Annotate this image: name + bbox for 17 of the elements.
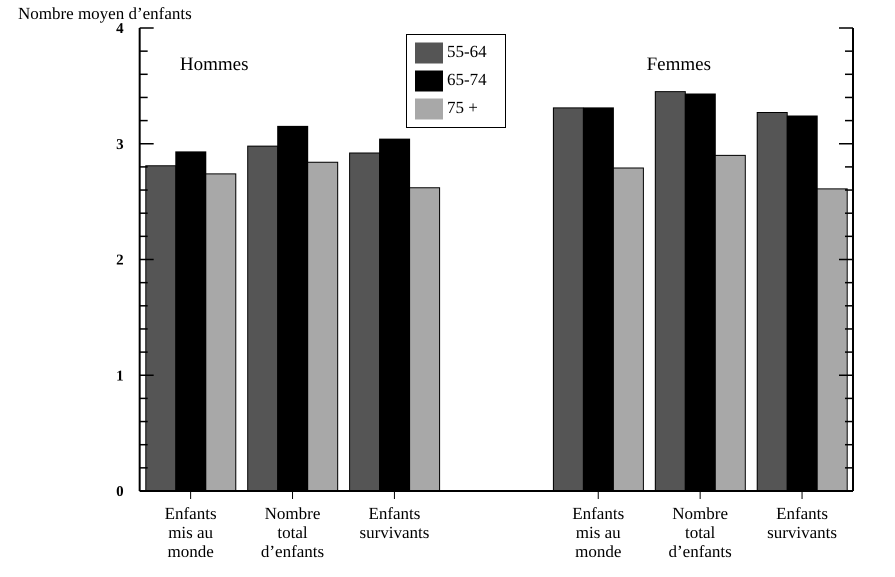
x-tick-label: Nombre total d’enfants: [260, 504, 324, 561]
y-axis-title: Nombre moyen d’enfants: [18, 4, 192, 23]
legend-label: 65-74: [447, 70, 487, 89]
annotation: Femmes: [646, 54, 712, 76]
y-tick-label: 0: [116, 484, 124, 500]
y-tick-label: 2: [116, 252, 124, 268]
x-tick-label: Enfants survivants: [359, 504, 430, 542]
legend-label: 75 +: [447, 98, 478, 117]
annotation: Hommes: [178, 54, 250, 76]
legend-label: 55-64: [447, 42, 487, 61]
x-tick-label: Enfants mis au monde: [572, 504, 624, 561]
x-tick-label: Enfants mis au monde: [164, 504, 217, 561]
x-tick-label: Enfants survivants: [767, 504, 837, 542]
y-tick-label: 3: [116, 136, 124, 153]
x-tick-label: Nombre total d’enfants: [668, 504, 732, 561]
y-tick-label: 1: [116, 368, 124, 384]
y-tick-label: 4: [116, 21, 124, 37]
